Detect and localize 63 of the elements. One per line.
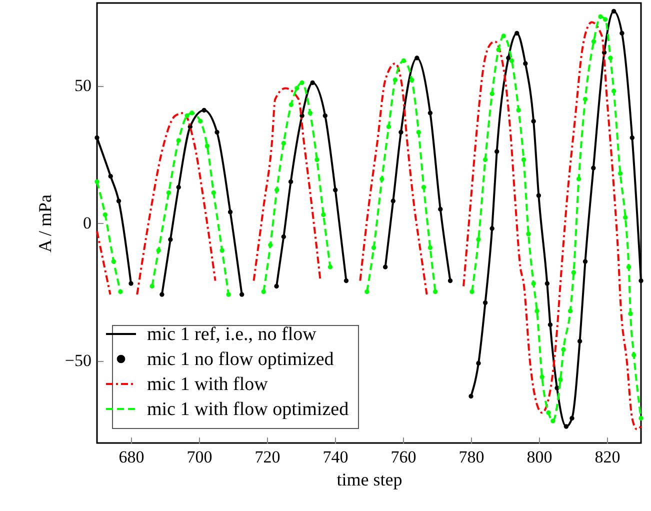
point	[344, 278, 349, 284]
x-tick-label: 820	[594, 448, 620, 466]
point	[390, 198, 396, 204]
point	[94, 135, 100, 140]
point	[214, 130, 220, 135]
point	[611, 8, 616, 14]
x-tick-label: 720	[254, 448, 280, 466]
point	[382, 264, 388, 270]
point	[322, 113, 328, 118]
x-tick-label: 760	[390, 448, 416, 466]
point	[591, 166, 596, 170]
point	[128, 281, 134, 286]
point	[274, 284, 279, 289]
point	[116, 198, 122, 204]
point	[582, 259, 588, 264]
point	[310, 80, 315, 86]
point	[108, 174, 113, 179]
point	[288, 179, 294, 184]
point	[514, 30, 520, 36]
point	[564, 424, 569, 429]
point	[544, 281, 550, 286]
point	[494, 149, 500, 154]
point	[548, 322, 553, 328]
x-tick-label: 680	[118, 448, 144, 466]
point	[332, 188, 338, 192]
legend-label: mic 1 with flow	[147, 374, 268, 395]
x-tick-label: 740	[322, 448, 348, 466]
point	[570, 416, 574, 421]
point	[160, 292, 164, 297]
point	[448, 278, 453, 284]
point	[176, 184, 181, 190]
legend-label: mic 1 with flow optimized	[147, 399, 350, 420]
point	[168, 237, 173, 242]
point	[202, 108, 206, 113]
point	[428, 110, 433, 116]
legend-label: mic 1 no flow optimized	[147, 349, 334, 370]
point	[476, 360, 481, 366]
x-tick-label: 800	[526, 448, 552, 466]
point	[577, 338, 582, 344]
y-axis-title: A / mPa	[34, 194, 55, 253]
point	[281, 234, 286, 240]
point	[228, 210, 233, 214]
point	[638, 278, 644, 284]
legend-label: mic 1 ref, i.e., no flow	[147, 324, 317, 345]
point	[239, 292, 244, 297]
point	[490, 226, 494, 231]
x-tick-label: 780	[458, 448, 484, 466]
y-tick-label: 0	[83, 214, 92, 232]
point	[523, 61, 528, 66]
y-tick-label: −50	[64, 351, 92, 370]
x-axis-title: time step	[336, 470, 402, 490]
point	[482, 300, 488, 306]
y-tick-label: 50	[74, 76, 92, 95]
point	[630, 135, 635, 140]
point	[536, 193, 542, 198]
point	[620, 30, 624, 36]
point	[398, 130, 404, 135]
point	[531, 118, 536, 124]
x-tick-label: 700	[186, 448, 212, 466]
point	[506, 56, 511, 60]
point	[414, 56, 420, 60]
point	[438, 206, 443, 212]
point	[468, 394, 474, 399]
